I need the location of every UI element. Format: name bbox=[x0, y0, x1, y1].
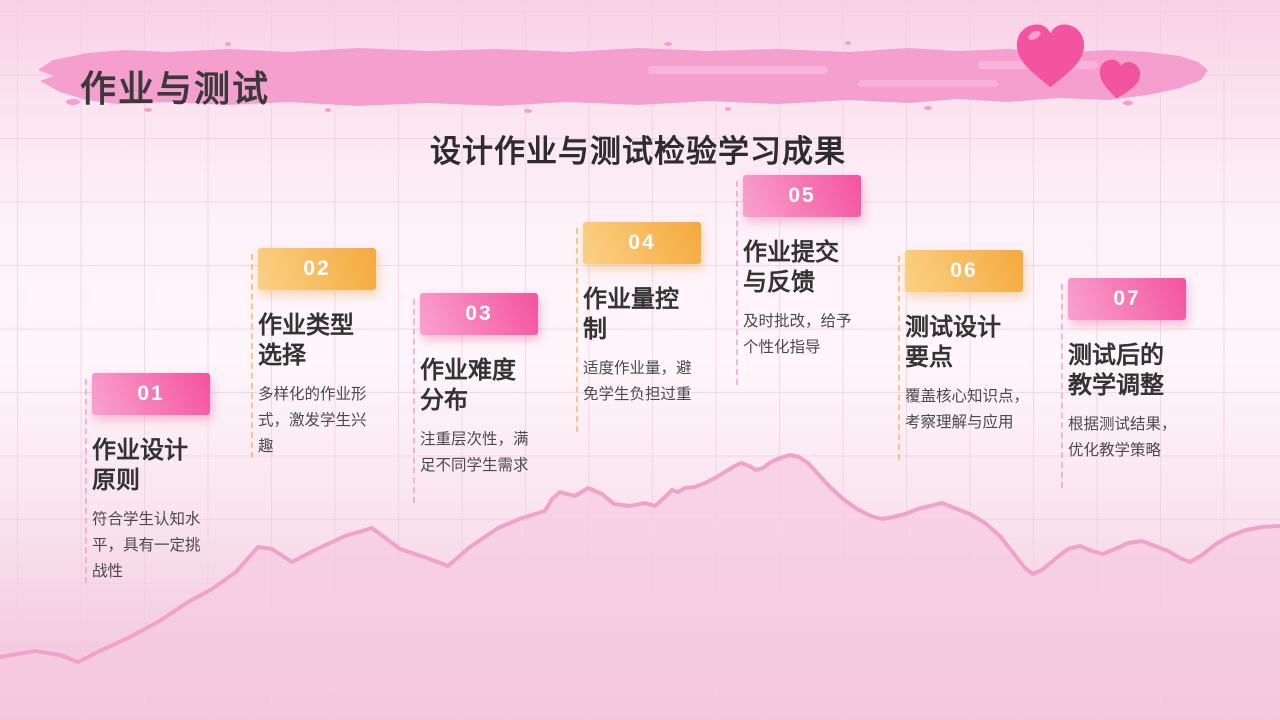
step-badge: 06 bbox=[905, 250, 1023, 292]
step-badge: 01 bbox=[92, 373, 210, 415]
step-title: 作业类型 选择 bbox=[258, 312, 354, 369]
step-badge: 02 bbox=[258, 248, 376, 290]
step-item-02: 02 作业类型 选择 多样化的作业形式，激发学生兴趣 bbox=[251, 248, 430, 460]
step-connector-line bbox=[251, 254, 253, 458]
step-number: 06 bbox=[950, 259, 978, 282]
step-item-05: 05 作业提交 与反馈 及时批改，给予个性化指导 bbox=[736, 175, 915, 385]
step-title: 作业难度 分布 bbox=[420, 357, 516, 414]
step-badge: 03 bbox=[420, 293, 538, 335]
step-connector-line bbox=[85, 379, 87, 583]
step-desc: 根据测试结果，优化教学策略 bbox=[1068, 416, 1177, 459]
step-title: 作业量控 制 bbox=[583, 286, 679, 343]
step-connector-line bbox=[413, 299, 415, 503]
step-number: 04 bbox=[628, 231, 656, 254]
step-item-07: 07 测试后的 教学调整 根据测试结果，优化教学策略 bbox=[1061, 278, 1240, 488]
step-desc: 覆盖核心知识点，考察理解与应用 bbox=[905, 388, 1030, 431]
step-item-01: 01 作业设计 原则 符合学生认知水平，具有一定挑战性 bbox=[85, 373, 264, 585]
step-number: 01 bbox=[137, 382, 165, 405]
hearts-decoration bbox=[1016, 24, 1141, 99]
step-title: 测试设计 要点 bbox=[905, 314, 1001, 371]
step-item-06: 06 测试设计 要点 覆盖核心知识点，考察理解与应用 bbox=[898, 250, 1077, 460]
step-connector-line bbox=[736, 181, 738, 385]
step-title: 作业提交 与反馈 bbox=[743, 239, 839, 296]
step-desc: 适度作业量，避免学生负担过重 bbox=[583, 360, 692, 403]
slide-title: 作业与测试 bbox=[80, 68, 271, 109]
step-connector-line bbox=[898, 256, 900, 460]
slide-subtitle: 设计作业与测试检验学习成果 bbox=[430, 134, 846, 169]
step-badge: 07 bbox=[1068, 278, 1186, 320]
step-desc: 多样化的作业形式，激发学生兴趣 bbox=[258, 386, 367, 455]
heart-large-icon bbox=[1016, 24, 1085, 88]
step-item-04: 04 作业量控 制 适度作业量，避免学生负担过重 bbox=[576, 222, 755, 432]
step-number: 05 bbox=[788, 184, 816, 207]
step-title: 测试后的 教学调整 bbox=[1068, 342, 1164, 399]
step-number: 02 bbox=[303, 257, 331, 280]
step-desc: 符合学生认知水平，具有一定挑战性 bbox=[92, 511, 201, 580]
step-desc: 及时批改，给予个性化指导 bbox=[743, 313, 852, 356]
step-title: 作业设计 原则 bbox=[92, 437, 188, 494]
step-badge: 05 bbox=[743, 175, 861, 217]
step-connector-line bbox=[1061, 284, 1063, 488]
step-connector-line bbox=[576, 228, 578, 432]
step-number: 03 bbox=[465, 302, 493, 325]
step-badge: 04 bbox=[583, 222, 701, 264]
area-chart-decoration bbox=[0, 453, 1280, 720]
step-desc: 注重层次性，满足不同学生需求 bbox=[420, 431, 529, 474]
step-item-03: 03 作业难度 分布 注重层次性，满足不同学生需求 bbox=[413, 293, 592, 503]
heart-small-icon bbox=[1099, 59, 1141, 99]
step-number: 07 bbox=[1113, 287, 1141, 310]
